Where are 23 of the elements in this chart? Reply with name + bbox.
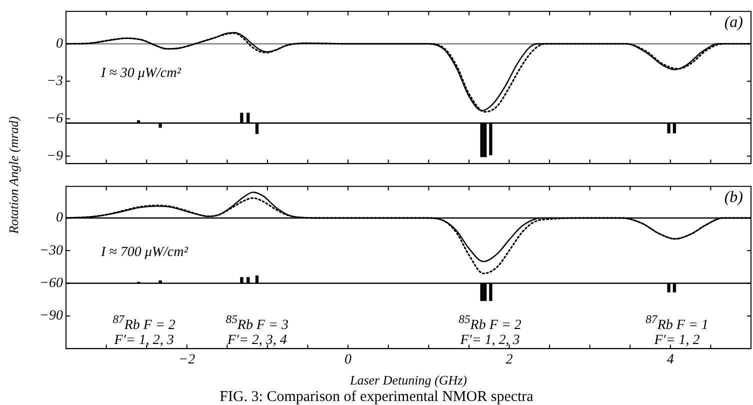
annotation: I ≈ 30 μW/cm² <box>101 66 181 82</box>
y-tick-label: 0 <box>56 36 63 52</box>
annotation: $^{87}$Rb F = 1 F′= 1, 2 <box>646 312 708 350</box>
y-tick-label: −3 <box>46 74 63 89</box>
y-tick-label: −30 <box>40 243 63 258</box>
x-tick-label: 4 <box>666 352 674 368</box>
y-axis-title: Rotation Angle (mrad) <box>6 116 22 234</box>
x-axis-title: Laser Detuning (GHz) <box>349 372 467 388</box>
annotation: $^{85}$Rb F = 3 F′= 2, 3, 4 <box>226 312 288 350</box>
x-tick-label: −2 <box>178 352 196 368</box>
y-tick-label: −90 <box>40 308 63 324</box>
annotation: I ≈ 700 μW/cm² <box>101 245 188 262</box>
annotation: $^{87}$Rb F = 2 F′= 1, 2, 3 <box>112 312 176 350</box>
x-tick-label: 2 <box>506 352 513 368</box>
y-tick-label: −60 <box>40 276 63 291</box>
annotation: $^{85}$Rb F = 2 F′= 1, 2, 3 <box>458 312 522 350</box>
y-tick-label: −6 <box>46 111 63 126</box>
y-tick-label: −9 <box>46 148 63 164</box>
caption: FIG. 3: Comparison of experimental NMOR spectra <box>218 389 534 405</box>
annotation: (b) <box>724 189 743 206</box>
y-tick-label: 0 <box>56 210 63 226</box>
x-tick-label: 0 <box>344 352 352 368</box>
annotation: (a) <box>724 14 743 32</box>
